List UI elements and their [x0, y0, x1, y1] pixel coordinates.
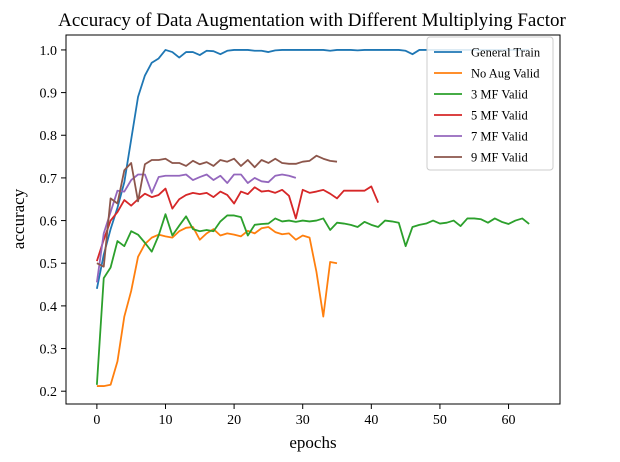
y-tick-label: 1.0	[40, 44, 58, 59]
y-tick-label: 0.9	[40, 87, 58, 102]
x-tick-label: 40	[364, 413, 378, 428]
x-tick-label: 0	[93, 413, 100, 428]
y-tick-label: 0.3	[40, 343, 58, 358]
x-tick-label: 30	[296, 413, 310, 428]
legend: General Train No Aug Valid 3 MF Valid 5 MF …	[426, 36, 554, 171]
legend-label-3-mf-valid: 3 MF Valid	[471, 88, 528, 102]
y-axis-ticks: 0.2 0.3 0.4 0.5 0.6 0.7 0.8 0.9 1.0	[40, 44, 66, 400]
x-axis-ticks: 0 10 20 30 40 50 60	[93, 404, 516, 428]
y-tick-label: 0.2	[40, 385, 58, 400]
y-tick-label: 0.5	[40, 257, 58, 272]
y-tick-label: 0.7	[40, 172, 58, 187]
series-line-no-aug-valid	[96, 226, 338, 387]
x-tick-label: 60	[502, 413, 516, 428]
chart-title: Accuracy of Data Augmentation with Diffe…	[58, 10, 566, 31]
series-line-9-mf-valid	[96, 154, 338, 268]
series-line-3-mf-valid	[95, 213, 530, 385]
series-line-7-mf-valid	[95, 173, 297, 283]
plot-frame	[65, 34, 561, 405]
x-tick-label: 10	[158, 413, 172, 428]
series-lines	[95, 49, 530, 387]
y-tick-label: 0.6	[40, 215, 58, 230]
legend-label-5-mf-valid: 5 MF Valid	[471, 109, 528, 123]
y-tick-label: 0.4	[40, 300, 58, 315]
x-tick-label: 20	[227, 413, 241, 428]
series-line-5-mf-valid	[96, 185, 380, 262]
legend-label-general-train: General Train	[471, 46, 541, 60]
y-axis-label: accuracy	[9, 188, 28, 249]
x-tick-label: 50	[433, 413, 447, 428]
x-axis-label: epochs	[289, 433, 336, 452]
y-tick-label: 0.8	[40, 129, 58, 144]
legend-label-7-mf-valid: 7 MF Valid	[471, 130, 528, 144]
legend-label-no-aug-valid: No Aug Valid	[471, 67, 540, 81]
legend-label-9-mf-valid: 9 MF Valid	[471, 151, 528, 165]
